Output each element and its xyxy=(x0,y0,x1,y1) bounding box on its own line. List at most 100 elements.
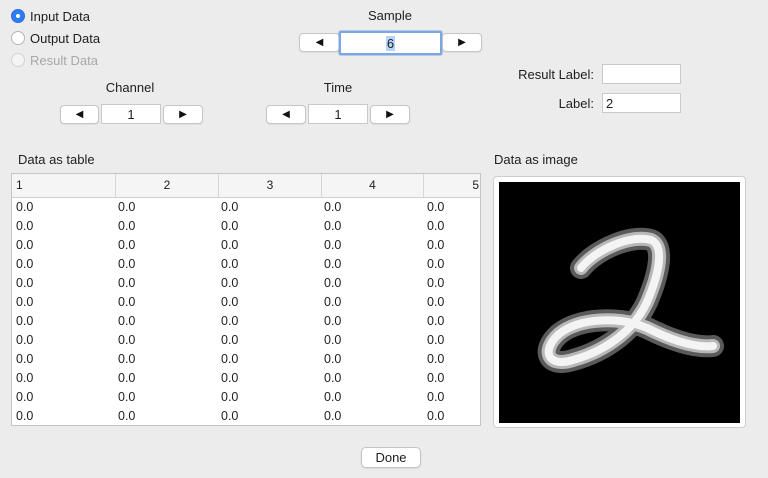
radio-input-data[interactable]: Input Data xyxy=(11,7,90,25)
table-cell: 0.0 xyxy=(221,333,239,347)
sample-input[interactable]: 6 xyxy=(339,31,442,55)
column-header[interactable]: 3 xyxy=(218,174,321,197)
table-row[interactable]: 0.0 0.0 0.0 0.0 0.0 xyxy=(12,350,480,369)
table-cell: 0.0 xyxy=(324,409,342,423)
table-cell: 0.0 xyxy=(324,200,342,214)
table-row[interactable]: 0.0 0.0 0.0 0.0 0.0 xyxy=(12,236,480,255)
table-cell: 0.0 xyxy=(221,200,239,214)
radio-button[interactable] xyxy=(11,9,25,23)
table-cell: 0.0 xyxy=(324,257,342,271)
left-arrow-icon: ◀ xyxy=(282,109,290,120)
table-row[interactable]: 0.0 0.0 0.0 0.0 0.0 xyxy=(12,388,480,407)
table-row[interactable]: 0.0 0.0 0.0 0.0 0.0 xyxy=(12,407,480,425)
time-next-button[interactable]: ▶ xyxy=(370,105,410,124)
data-table[interactable]: 1 2 3 4 5 0.0 0.0 0.0 0.0 0.0 0.0 0.0 0.0 0.0 0.0… xyxy=(11,173,481,426)
image-frame xyxy=(493,176,746,428)
table-row[interactable]: 0.0 0.0 0.0 0.0 0.0 xyxy=(12,293,480,312)
table-cell: 0.0 xyxy=(118,219,136,233)
table-row[interactable]: 0.0 0.0 0.0 0.0 0.0 xyxy=(12,331,480,350)
table-cell: 0.0 xyxy=(118,390,136,404)
table-row[interactable]: 0.0 0.0 0.0 0.0 0.0 xyxy=(12,217,480,236)
table-cell: 0.0 xyxy=(427,276,445,290)
channel-label: Channel xyxy=(105,80,155,95)
table-cell: 0.0 xyxy=(221,276,239,290)
table-cell: 0.0 xyxy=(221,352,239,366)
sample-label: Sample xyxy=(367,8,413,23)
radio-output-data[interactable]: Output Data xyxy=(11,29,100,47)
channel-input[interactable]: 1 xyxy=(101,104,161,124)
table-cell: 0.0 xyxy=(221,257,239,271)
sample-prev-button[interactable]: ◀ xyxy=(299,33,340,52)
radio-button[interactable] xyxy=(11,31,25,45)
table-cell: 0.0 xyxy=(118,409,136,423)
table-row[interactable]: 0.0 0.0 0.0 0.0 0.0 xyxy=(12,274,480,293)
table-cell: 0.0 xyxy=(221,314,239,328)
table-cell: 0.0 xyxy=(16,314,34,328)
digit-pixels xyxy=(537,227,724,373)
label-field[interactable]: 2 xyxy=(602,93,681,113)
channel-next-button[interactable]: ▶ xyxy=(163,105,203,124)
table-cell: 0.0 xyxy=(427,390,445,404)
radio-button xyxy=(11,53,25,67)
channel-value: 1 xyxy=(127,106,135,122)
table-row[interactable]: 0.0 0.0 0.0 0.0 0.0 xyxy=(12,312,480,331)
right-arrow-icon: ▶ xyxy=(179,109,187,120)
table-cell: 0.0 xyxy=(16,276,34,290)
table-cell: 0.0 xyxy=(118,352,136,366)
time-label: Time xyxy=(323,80,353,95)
sample-value: 6 xyxy=(385,35,396,51)
column-header[interactable]: 1 xyxy=(16,178,23,192)
table-cell: 0.0 xyxy=(118,238,136,252)
time-value: 1 xyxy=(334,106,342,122)
table-cell: 0.0 xyxy=(324,314,342,328)
table-cell: 0.0 xyxy=(118,200,136,214)
table-cell: 0.0 xyxy=(16,295,34,309)
table-cell: 0.0 xyxy=(427,257,445,271)
table-cell: 0.0 xyxy=(427,371,445,385)
label-value: 2 xyxy=(606,95,614,111)
column-header[interactable]: 5 xyxy=(423,174,480,197)
table-cell: 0.0 xyxy=(16,409,34,423)
table-cell: 0.0 xyxy=(324,371,342,385)
table-row[interactable]: 0.0 0.0 0.0 0.0 0.0 xyxy=(12,198,480,217)
table-title: Data as table xyxy=(18,152,95,167)
table-cell: 0.0 xyxy=(221,219,239,233)
sample-next-button[interactable]: ▶ xyxy=(442,33,482,52)
table-cell: 0.0 xyxy=(118,314,136,328)
table-cell: 0.0 xyxy=(221,409,239,423)
table-cell: 0.0 xyxy=(427,200,445,214)
table-cell: 0.0 xyxy=(16,352,34,366)
column-header[interactable]: 2 xyxy=(115,174,218,197)
time-prev-button[interactable]: ◀ xyxy=(266,105,306,124)
table-cell: 0.0 xyxy=(324,390,342,404)
image-panel-title: Data as image xyxy=(494,152,578,167)
right-arrow-icon: ▶ xyxy=(458,37,466,48)
table-cell: 0.0 xyxy=(324,219,342,233)
time-input[interactable]: 1 xyxy=(308,104,368,124)
table-cell: 0.0 xyxy=(16,333,34,347)
table-cell: 0.0 xyxy=(221,238,239,252)
table-cell: 0.0 xyxy=(427,314,445,328)
done-button[interactable]: Done xyxy=(361,447,421,468)
table-cell: 0.0 xyxy=(16,219,34,233)
table-cell: 0.0 xyxy=(16,257,34,271)
table-cell: 0.0 xyxy=(16,238,34,252)
table-cell: 0.0 xyxy=(324,276,342,290)
radio-label: Output Data xyxy=(30,30,101,46)
column-header[interactable]: 4 xyxy=(321,174,423,197)
channel-prev-button[interactable]: ◀ xyxy=(60,105,99,124)
table-cell: 0.0 xyxy=(221,295,239,309)
label-caption: Label: xyxy=(558,96,594,111)
table-cell: 0.0 xyxy=(118,276,136,290)
result-label-caption: Result Label: xyxy=(518,67,594,82)
table-cell: 0.0 xyxy=(221,390,239,404)
table-cell: 0.0 xyxy=(118,257,136,271)
table-cell: 0.0 xyxy=(221,371,239,385)
table-row[interactable]: 0.0 0.0 0.0 0.0 0.0 xyxy=(12,369,480,388)
result-label-field[interactable] xyxy=(602,64,681,84)
table-row[interactable]: 0.0 0.0 0.0 0.0 0.0 xyxy=(12,255,480,274)
table-cell: 0.0 xyxy=(427,295,445,309)
table-header: 1 2 3 4 5 xyxy=(12,174,480,198)
table-cell: 0.0 xyxy=(118,295,136,309)
table-cell: 0.0 xyxy=(324,238,342,252)
